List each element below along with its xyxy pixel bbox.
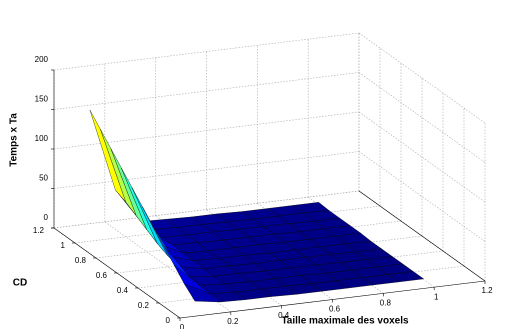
surface-patch bbox=[89, 109, 126, 203]
x-tick-label: 0.2 bbox=[227, 317, 239, 326]
y-tick-label: 0.6 bbox=[96, 271, 108, 280]
grid-line bbox=[358, 32, 486, 124]
grid-line bbox=[358, 111, 486, 203]
x-tick-label: 0.8 bbox=[380, 298, 392, 307]
grid-line bbox=[358, 151, 486, 242]
surface-patch bbox=[121, 167, 158, 244]
z-axis-label: Temps x Ta bbox=[9, 113, 20, 167]
z-tick-label: 100 bbox=[35, 134, 49, 143]
grid-line bbox=[53, 151, 360, 189]
y-tick-label: 0.2 bbox=[138, 301, 150, 310]
y-tick-label: 0 bbox=[166, 316, 171, 325]
x-tick-label: 0.6 bbox=[329, 305, 341, 314]
y-tick-label: 1.2 bbox=[33, 226, 45, 235]
surface-patch bbox=[100, 129, 137, 216]
x-tick-label: 0 bbox=[180, 323, 185, 329]
axis-line bbox=[358, 190, 486, 282]
x-tick-label: 1 bbox=[434, 292, 439, 301]
y-axis-label: CD bbox=[13, 278, 27, 289]
grid-line bbox=[53, 72, 360, 110]
grid-line bbox=[53, 32, 360, 71]
surface-patch bbox=[183, 283, 221, 303]
z-tick-label: 200 bbox=[35, 55, 49, 64]
z-tick-label: 150 bbox=[35, 95, 49, 104]
grid-line bbox=[53, 190, 360, 229]
x-tick-label: 0.4 bbox=[278, 311, 290, 320]
grid-line bbox=[358, 72, 486, 163]
x-axis-label: Taille maximale des voxels bbox=[281, 316, 409, 327]
y-tick-label: 0.4 bbox=[117, 286, 129, 295]
z-tick-label: 0 bbox=[44, 213, 49, 222]
x-tick-label: 1.2 bbox=[481, 286, 493, 295]
y-tick-label: 0.8 bbox=[75, 256, 87, 265]
y-tick-label: 1 bbox=[61, 241, 66, 250]
z-tick-label: 50 bbox=[39, 174, 48, 183]
